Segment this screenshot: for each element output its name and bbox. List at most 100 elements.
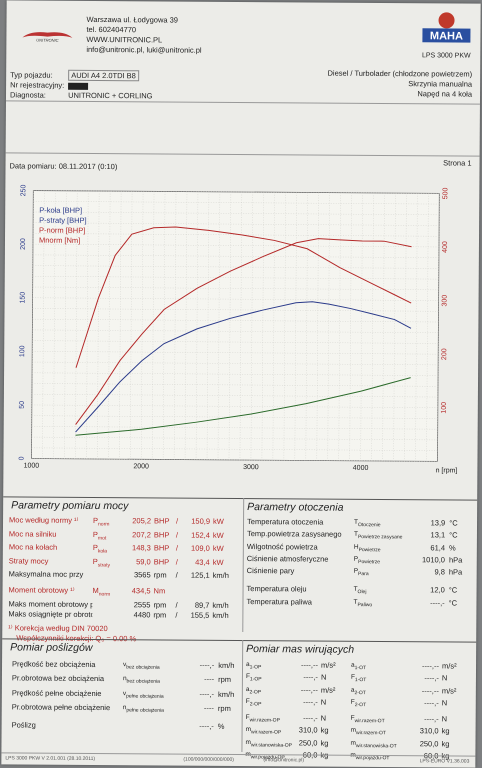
y-right-tick-label: 500 (442, 187, 449, 199)
env-unit: °C (449, 518, 458, 528)
grid-line-y (31, 436, 438, 441)
mass-left-value: 310,0 (298, 725, 318, 736)
mass-left-symbol: mwir.stanowiska-OP (245, 738, 293, 749)
grid-line-x (108, 191, 111, 460)
mass-right-symbol: mwir.razem-OT (350, 727, 387, 737)
power.rows-unit2: kW (213, 516, 224, 526)
power.rows-unit2: kW (212, 530, 224, 540)
power.rows-value2: 109,0 (191, 543, 210, 553)
grid-line-x (119, 191, 122, 460)
power.torque_rows-label: Maks osiągnięte pr obrotowa (8, 608, 93, 619)
grid-line-x (360, 192, 363, 461)
env-value: 12,0 (430, 585, 445, 595)
slip-value: ---- (203, 703, 214, 713)
maha-model: LPS 3000 PKW (421, 52, 471, 60)
mass-left-unit: m/s² (321, 660, 336, 670)
power.torque_rows-unit2: km/h (212, 610, 229, 620)
grid-line-y (31, 383, 438, 387)
slip-unit: % (217, 722, 225, 732)
slip-value: ----,- (199, 660, 215, 670)
power.torque_rows-symbol (92, 599, 122, 609)
mass-left-unit: N (320, 697, 327, 707)
power.rows-value1: 205,2 (132, 516, 152, 526)
mass-right-unit: m/s² (441, 686, 457, 696)
grid-line-y (33, 211, 440, 216)
grid-line-y (31, 426, 438, 430)
mass-right-unit: m/s² (442, 661, 457, 671)
power.rows-symbol: Pmot (92, 529, 107, 542)
slip-table: Prędkość bez obciążenia vbez obciążenia … (12, 658, 242, 732)
mass-left-value: ----,-- (300, 660, 319, 670)
power.rows-separator: / (176, 516, 179, 526)
x-tick-label: 4000 (353, 465, 369, 472)
grid-line-y (31, 394, 438, 398)
y-right-tick-label: 100 (441, 402, 448, 414)
mass-right-symbol: a2-OT (350, 686, 366, 696)
power.rows-label: Straty mocy (8, 555, 49, 566)
power.rows-separator: / (175, 530, 179, 540)
mass-right-unit: N (441, 714, 448, 724)
env-symbol: PPara (353, 567, 369, 578)
power.rows-row: Maksymalna moc przy 3565 rpm / 125,1 km/… (9, 569, 245, 581)
engine-type: Diesel / Turbolader (chłodzone powietrze… (327, 68, 473, 79)
env-label: Temperatura oleju (246, 584, 307, 594)
power.torque_rows-separator (175, 587, 183, 601)
footer-email: (info@unitronic.pl) (263, 757, 305, 764)
legend-entry: P-koła [BHP] (39, 206, 82, 215)
drive-type: Napęd na 4 koła (417, 89, 473, 99)
unitronic-logo-text: UNITRONIC (36, 38, 58, 43)
env-symbol: HPowietrze (353, 543, 381, 553)
mass-left-unit: kg (320, 738, 329, 748)
power.torque_rows-unit1: rpm (153, 599, 167, 609)
maha-emblem-icon: MAHA (422, 12, 471, 43)
slip-row: Pr.obrotowa bez obciążenia nbez obciążen… (12, 673, 242, 689)
mass-section-title: Pomiar mas wirujących (246, 643, 355, 656)
env-value: 61,4 (430, 542, 446, 553)
grid-line-x (173, 191, 177, 460)
slip-value: ----,- (199, 721, 214, 732)
x-tick-label: 2000 (133, 463, 149, 470)
power.rows-value1: 3565 (133, 570, 151, 580)
grid-line-x (86, 190, 89, 459)
power.rows-separator: / (175, 557, 178, 567)
series-line-3 (75, 226, 412, 368)
power-section-title: Parametry pomiaru mocy (11, 499, 129, 513)
registration-redaction (68, 82, 89, 90)
mass-row: F2-OP ----,- N F2-OT ----,- N (246, 697, 472, 711)
mass-right-value: ----,-- (421, 685, 439, 695)
grid-line-x (130, 191, 133, 460)
power.rows-value2: 43,4 (195, 557, 210, 567)
power.torque_rows-unit1: rpm (153, 609, 167, 619)
slip-symbol (123, 720, 185, 731)
mass-left-value: 250,0 (298, 738, 318, 748)
grid-line-y (33, 201, 440, 205)
mass-right-symbol: mwir.pojazdu-OT (350, 752, 390, 762)
slip-section-title: Pomiar poślizgów (10, 641, 93, 654)
plot-area (31, 190, 440, 462)
env-unit: hPa (448, 555, 463, 565)
company-header: Warszawa ul. Łodygowa 39 tel. 602404770 … (86, 15, 202, 56)
y-left-tick-label: 150 (20, 292, 27, 304)
y-left-tick-label: 0 (18, 456, 25, 460)
y-right-tick-label: 300 (442, 295, 449, 307)
grid-line-y (32, 286, 439, 291)
grid-line-y (31, 447, 438, 451)
mass-left-value: ----,- (303, 672, 318, 682)
power.torque_rows-unit2 (209, 587, 234, 601)
slip-label: Prędkość pełne obciążenie (11, 688, 102, 698)
series-line-1 (75, 377, 411, 436)
mass-left-value: ----,- (303, 697, 318, 707)
grid-line-x (338, 192, 341, 461)
grid-line-x (283, 192, 286, 461)
grid-line-x (316, 192, 319, 461)
grid-line-x (31, 190, 34, 459)
grid-line-y (33, 233, 440, 237)
grid-line-x (228, 191, 232, 460)
slip-symbol: vbez obciążenia (123, 661, 160, 671)
mass-left-symbol: F2-OP (245, 697, 262, 708)
y-left-tick-label: 250 (20, 185, 27, 197)
env-unit: °C (448, 598, 458, 608)
x-axis-label: n [rpm] (436, 467, 458, 474)
slip-unit: rpm (218, 675, 232, 685)
dyno-chart: 0 50 100 150 200 250 100 200 300 400 500 1000 2000 30… (18, 185, 458, 475)
